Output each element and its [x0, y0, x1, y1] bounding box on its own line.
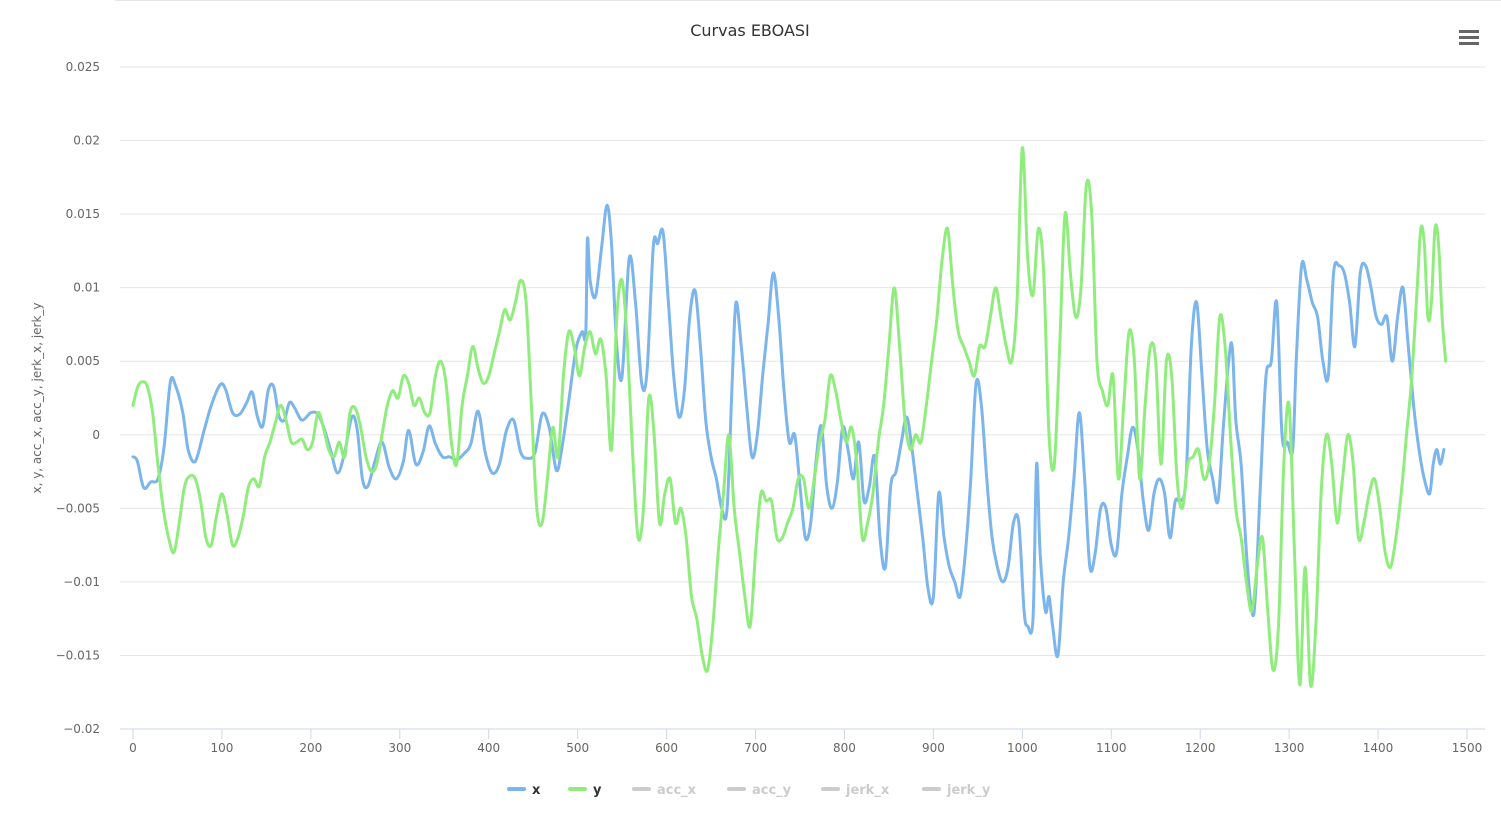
legend-label: jerk_x — [845, 783, 890, 798]
legend-label: jerk_y — [946, 783, 991, 798]
legend-label: y — [593, 783, 602, 798]
legend-swatch — [821, 787, 840, 791]
chart-title: Curvas EBOASI — [690, 21, 810, 40]
legend-item-x[interactable]: x — [507, 783, 541, 798]
x-tick-label: 1100 — [1096, 741, 1127, 755]
y-tick-label: 0.01 — [73, 281, 100, 295]
x-tick-label: 100 — [210, 741, 233, 755]
x-tick-label: 1200 — [1185, 741, 1216, 755]
x-tick-label: 600 — [655, 741, 678, 755]
y-tick-label: −0.02 — [63, 722, 100, 736]
legend-swatch — [922, 787, 941, 791]
y-axis-label: x, y, acc_x, acc_y, jerk_x, jerk_y — [30, 302, 44, 493]
x-tick-label: 300 — [388, 741, 411, 755]
series-line-y[interactable] — [131, 146, 1448, 689]
legend-swatch — [727, 787, 746, 791]
legend-item-acc_y[interactable]: acc_y — [727, 783, 792, 798]
y-tick-label: 0.025 — [66, 60, 100, 74]
x-tick-label: 0 — [129, 741, 137, 755]
legend-swatch — [632, 787, 651, 791]
y-axis-ticks: −0.02 −0.015 −0.01 −0.005 0 0.005 0.01 0.015 0.0… — [56, 60, 100, 736]
hamburger-menu-icon[interactable] — [1459, 29, 1479, 48]
x-tick-label: 1500 — [1452, 741, 1483, 755]
y-tick-label: 0.02 — [73, 134, 100, 148]
legend-swatch — [507, 787, 526, 791]
x-tick-label: 700 — [744, 741, 767, 755]
y-tick-label: −0.015 — [56, 648, 100, 662]
y-tick-label: −0.01 — [63, 575, 100, 589]
x-axis-ticks: 0 100 200 300 400 500 600 700 800 900 1000 1100 1200… — [129, 729, 1482, 755]
legend-item-y[interactable]: y — [568, 783, 602, 798]
legend: x y acc_x acc_y jerk_x jerk_y — [507, 783, 991, 798]
y-tick-label: 0 — [92, 428, 100, 442]
legend-label: acc_y — [752, 783, 792, 798]
legend-item-acc_x[interactable]: acc_x — [632, 783, 697, 798]
y-tick-label: 0.005 — [66, 354, 100, 368]
y-tick-label: 0.015 — [66, 207, 100, 221]
legend-swatch — [568, 787, 587, 791]
legend-label: x — [532, 783, 541, 798]
x-tick-label: 1400 — [1363, 741, 1394, 755]
legend-item-jerk_y[interactable]: jerk_y — [922, 783, 991, 798]
x-tick-label: 900 — [922, 741, 945, 755]
legend-label: acc_x — [657, 783, 697, 798]
x-tick-label: 800 — [833, 741, 856, 755]
x-tick-label: 200 — [299, 741, 322, 755]
legend-item-jerk_x[interactable]: jerk_x — [821, 783, 890, 798]
x-tick-label: 1300 — [1274, 741, 1305, 755]
series-layer — [131, 146, 1448, 689]
series-line-x[interactable] — [131, 203, 1446, 659]
x-tick-label: 400 — [477, 741, 500, 755]
x-tick-label: 500 — [566, 741, 589, 755]
chart-top-border — [115, 0, 1501, 1]
x-tick-label: 1000 — [1007, 741, 1038, 755]
y-tick-label: −0.005 — [56, 501, 100, 515]
